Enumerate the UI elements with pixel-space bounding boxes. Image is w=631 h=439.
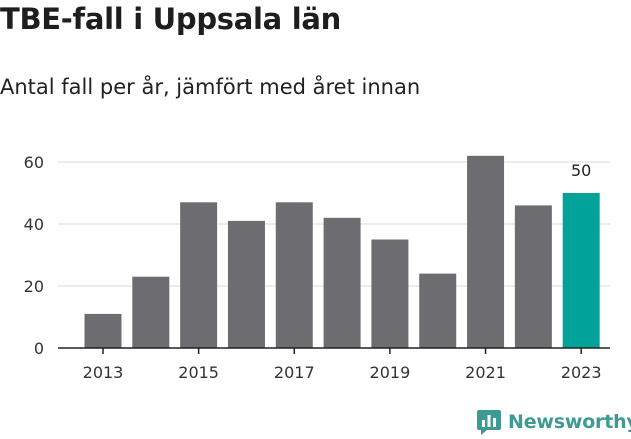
x-tick-label-2013: 2013	[83, 363, 124, 382]
chart-subtitle: Antal fall per år, jämfört med året inna…	[0, 75, 421, 99]
chat-bubble-bar-chart-icon	[477, 410, 501, 435]
bar-2018	[323, 217, 361, 348]
y-tick-label-60: 60	[24, 153, 44, 172]
bar-2021	[467, 155, 505, 348]
brand-name: Newsworthy	[508, 411, 631, 433]
bar-2014	[132, 276, 170, 348]
data-label-2023: 50	[571, 161, 591, 180]
bar-2019	[371, 239, 409, 348]
bar-2023	[562, 193, 600, 348]
bar-2022	[514, 205, 552, 348]
x-tick-label-2017: 2017	[274, 363, 315, 382]
bar-2017	[275, 202, 313, 348]
x-tick-label-2021: 2021	[465, 363, 506, 382]
bar-2020	[419, 273, 457, 348]
bar-2013	[84, 313, 122, 348]
y-tick-label-0: 0	[34, 339, 44, 358]
x-tick-label-2015: 2015	[178, 363, 219, 382]
bar-2015	[180, 202, 218, 348]
chart-title: TBE-fall i Uppsala län	[0, 2, 341, 36]
y-tick-label-20: 20	[24, 277, 44, 296]
brand-logo: Newsworthy	[476, 407, 631, 437]
bar-chart: 0 20 40 60 50 2013 2015 2017 2019 2021 2023	[24, 153, 610, 382]
y-tick-label-40: 40	[24, 215, 44, 234]
x-tick-label-2019: 2019	[370, 363, 411, 382]
x-tick-label-2023: 2023	[561, 363, 602, 382]
bar-2016	[227, 220, 265, 348]
